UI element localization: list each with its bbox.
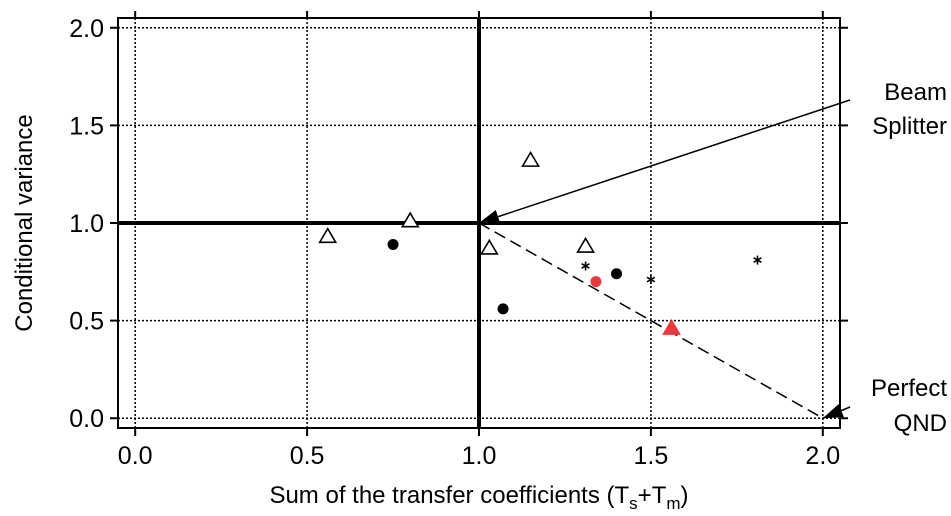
annotation-arrow-head [479,210,501,224]
x-tick-label: 0.0 [118,442,153,470]
y-tick-label: 1.0 [69,210,104,238]
x-tick-label: 2.0 [805,442,840,470]
x-axis-label-main: Sum of the transfer coefficients (T [269,482,629,509]
annotation-arrow-line [478,99,851,224]
y-tick-label: 0.5 [69,308,104,336]
data-point-triangle-open [318,227,338,244]
y-axis-label: Conditional variance [11,114,38,331]
ticks: 0.0 0.5 1.0 1.5 2.0 0.0 0.5 1.0 1.5 2.0 [69,11,848,470]
data-point-triangle-open [576,236,595,253]
x-axis-label-mid: +T [638,482,667,509]
x-tick-label: 1.0 [462,442,497,470]
data-point-triangle-open [521,150,540,167]
annotation-text: Beam [884,79,947,106]
data-point-circle-filled [611,268,623,280]
data-point-circle-filled [590,276,602,288]
data-point-circle-filled [497,303,509,315]
data-point-asterisk [753,255,762,265]
annotation-arrow-head [822,404,844,419]
x-axis-label-sub-m: m [666,494,680,513]
data-point-circle-filled [387,238,399,250]
x-tick-label: 0.5 [290,442,325,470]
y-tick-label: 0.0 [69,405,104,433]
data-points [318,150,762,335]
y-tick-label: 1.5 [69,112,104,140]
annotation-text: QND [894,410,947,437]
x-axis-label: Sum of the transfer coefficients (Ts+Tm) [269,482,688,513]
x-axis-label-sub-s: s [629,494,638,513]
x-axis-label-end: ) [681,482,689,509]
x-tick-label: 1.5 [634,442,669,470]
annotation-text: Splitter [872,113,947,140]
data-point-triangle-open [400,211,420,228]
data-point-triangle-open [479,238,499,255]
data-point-asterisk [646,275,656,285]
data-point-asterisk [581,261,590,271]
annotation-text: Perfect [871,375,947,402]
dashed-limit-line [478,222,824,419]
data-point-triangle-filled [662,318,681,335]
annotations: Beam Splitter Perfect QND [478,79,947,437]
y-tick-label: 2.0 [69,15,104,43]
